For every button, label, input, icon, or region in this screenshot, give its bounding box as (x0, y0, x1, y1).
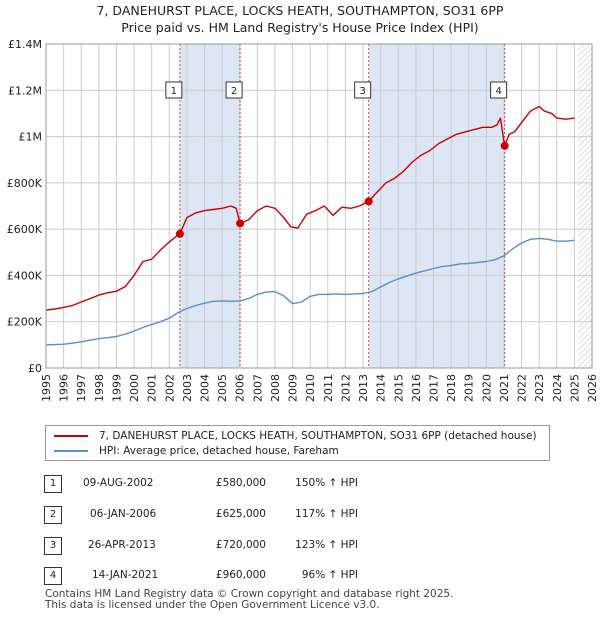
x-tick-label: 2015 (392, 374, 405, 402)
transaction-date: 06-JAN-2006 (90, 508, 157, 520)
legend-label-property: 7, DANEHURST PLACE, LOCKS HEATH, SOUTHAM… (99, 430, 537, 442)
footer-line1: Contains HM Land Registry data © Crown c… (45, 588, 454, 600)
transaction-price: £960,000 (215, 569, 266, 581)
x-tick-label: 2008 (269, 374, 282, 402)
transaction-number: 1 (44, 475, 62, 493)
transaction-hpi-change: 96% ↑ HPI (301, 569, 358, 581)
x-tick-label: 2009 (287, 374, 300, 402)
sale-number-label: 3 (359, 86, 365, 97)
transaction-hpi-change: 150% ↑ HPI (295, 477, 358, 489)
transaction-date: 09-AUG-2002 (83, 477, 154, 489)
x-tick-label: 2021 (498, 374, 511, 402)
x-tick-label: 1997 (75, 374, 88, 402)
sale-number-label: 1 (171, 86, 177, 97)
sale-number-box (490, 81, 508, 99)
sale-number-box (165, 81, 183, 99)
sale-point (236, 219, 245, 228)
transaction-date: 26-APR-2013 (88, 539, 156, 551)
y-tick-label: £600K (7, 223, 43, 236)
x-tick-label: 2006 (234, 374, 247, 402)
chart-title-line1: 7, DANEHURST PLACE, LOCKS HEATH, SOUTHAM… (96, 3, 504, 18)
y-tick-label: £1.4M (8, 38, 42, 51)
x-tick-label: 2019 (463, 374, 476, 402)
x-tick-label: 1996 (58, 374, 71, 402)
legend-item-hpi: HPI: Average price, detached house, Fare… (54, 444, 339, 458)
x-tick-label: 1995 (40, 374, 53, 402)
y-tick-label: £1.2M (8, 84, 42, 97)
x-tick-label: 2012 (339, 374, 352, 402)
x-tick-label: 2003 (181, 374, 194, 402)
y-tick-label: £1M (19, 131, 43, 144)
transaction-price: £720,000 (215, 539, 266, 551)
x-tick-label: 2026 (586, 374, 599, 402)
x-tick-label: 1999 (110, 374, 123, 402)
legend-item-property: 7, DANEHURST PLACE, LOCKS HEATH, SOUTHAM… (54, 429, 537, 443)
x-tick-label: 2011 (322, 374, 335, 402)
x-tick-label: 2002 (163, 374, 176, 402)
x-tick-label: 2017 (427, 374, 440, 402)
sale-point (175, 229, 184, 238)
sale-number-box (225, 81, 243, 99)
x-tick-label: 2016 (410, 374, 423, 402)
x-tick-label: 2005 (216, 374, 229, 402)
x-tick-label: 2014 (375, 374, 388, 402)
x-tick-label: 2004 (199, 374, 212, 402)
transaction-hpi-change: 123% ↑ HPI (295, 539, 358, 551)
x-tick-label: 2018 (445, 374, 458, 402)
transaction-number: 3 (44, 537, 62, 555)
transaction-price: £625,000 (215, 508, 266, 520)
legend-swatch-property (54, 435, 88, 437)
plot-area (46, 44, 592, 368)
footer-line2: This data is licensed under the Open Gov… (45, 599, 380, 611)
x-tick-label: 1998 (93, 374, 106, 402)
chart-title: 7, DANEHURST PLACE, LOCKS HEATH, SOUTHAM… (0, 2, 600, 36)
hpi-series-line (45, 237, 575, 346)
chart-legend: 7, DANEHURST PLACE, LOCKS HEATH, SOUTHAM… (45, 425, 550, 461)
x-tick-label: 2023 (533, 374, 546, 402)
x-tick-label: 2000 (128, 374, 141, 402)
legend-label-hpi: HPI: Average price, detached house, Fare… (99, 445, 339, 457)
sale-number-label: 2 (231, 86, 237, 97)
sale-point (500, 141, 509, 150)
footer-note: Contains HM Land Registry data © Crown c… (45, 589, 453, 611)
y-tick-label: £200K (7, 316, 43, 329)
transaction-number: 4 (44, 567, 62, 585)
sale-number-label: 4 (495, 86, 501, 97)
x-tick-label: 2022 (516, 374, 529, 402)
transaction-date: 14-JAN-2021 (92, 569, 159, 581)
x-tick-label: 2010 (304, 374, 317, 402)
transaction-number: 2 (44, 506, 62, 524)
legend-swatch-hpi (54, 450, 88, 452)
price-chart: £0 £200K £400K £600K £800K £1M £1.2M £1.4M 1995 1… (7, 38, 599, 402)
y-tick-label: £800K (7, 177, 43, 190)
forecast-hatch (577, 44, 592, 368)
property-series-line (45, 105, 575, 311)
x-tick-label: 2007 (251, 374, 264, 402)
sale-number-box (354, 81, 372, 99)
x-tick-label: 2020 (480, 374, 493, 402)
x-tick-label: 2024 (551, 374, 564, 402)
plot-frame (45, 43, 593, 369)
sale-point (364, 197, 373, 206)
shaded-period (368, 44, 505, 368)
transaction-price: £580,000 (215, 477, 266, 489)
x-tick-label: 2025 (568, 374, 581, 402)
x-tick-label: 2001 (146, 374, 159, 402)
y-tick-label: £400K (7, 269, 43, 282)
y-tick-label: £0 (28, 362, 42, 375)
transaction-hpi-change: 117% ↑ HPI (295, 508, 358, 520)
x-tick-label: 2013 (357, 374, 370, 402)
chart-title-line2: Price paid vs. HM Land Registry's House … (121, 20, 479, 35)
